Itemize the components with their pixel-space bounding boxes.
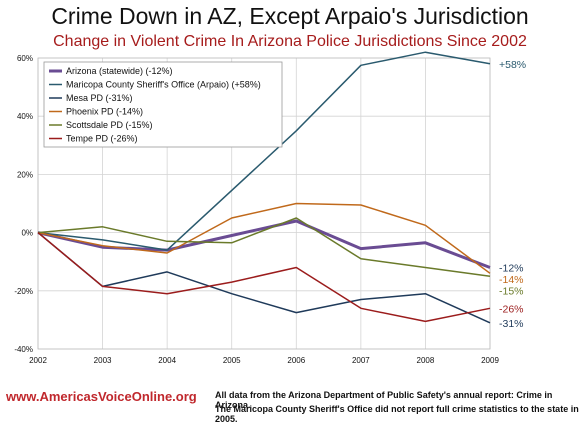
- x-tick-label: 2003: [94, 356, 112, 365]
- series-line-5: [37, 232, 491, 323]
- series-line-3: [37, 202, 491, 274]
- source-note-line-1: All data from the Arizona Department of …: [215, 390, 553, 410]
- legend-box: [43, 61, 283, 148]
- legend-entry-0: Arizona (statewide) (-12%): [66, 66, 173, 76]
- x-tick-label: 2004: [158, 356, 176, 365]
- end-labels: +58% -12%-14%-15% -26% -31%: [499, 59, 526, 330]
- end-label: -12%: [499, 263, 524, 275]
- y-tick-label: -20%: [14, 287, 33, 296]
- x-tick-label: 2007: [352, 356, 370, 365]
- x-tick-label: 2008: [417, 356, 435, 365]
- end-label: -14%: [499, 274, 524, 286]
- chart-subtitle: Change in Violent Crime In Arizona Polic…: [53, 33, 527, 50]
- series-line-2: [37, 232, 491, 324]
- end-label: -31%: [499, 318, 524, 330]
- series-line-0: [37, 219, 491, 269]
- legend-entry-4: Scottsdale PD (-15%): [66, 120, 153, 130]
- y-tick-label: -40%: [14, 345, 33, 354]
- series-lines: [37, 51, 491, 324]
- y-tick-label: 0%: [21, 229, 33, 238]
- legend-entry-3: Phoenix PD (-14%): [66, 107, 143, 117]
- legend-entry-1: Maricopa County Sheriff's Office (Arpaio…: [66, 80, 261, 90]
- y-tick-label: 40%: [17, 112, 33, 121]
- series-line-4: [37, 217, 491, 278]
- legend-entry-2: Mesa PD (-31%): [66, 93, 133, 103]
- end-label: -26%: [499, 303, 524, 315]
- x-tick-label: 2009: [481, 356, 499, 365]
- line-chart: -40% -20% 0% 20% 40% 60% 2002 2003 2004 2005 2006 2…: [14, 51, 526, 365]
- source-note-line-2: The Maricopa County Sheriff's Office did…: [215, 404, 579, 424]
- end-label: +58%: [499, 59, 526, 71]
- axes: -40% -20% 0% 20% 40% 60% 2002 2003 2004 2005 2006 2…: [14, 54, 499, 365]
- source-url-link[interactable]: www.AmericasVoiceOnline.org: [6, 389, 197, 404]
- end-label: -15%: [499, 286, 524, 298]
- y-tick-label: 60%: [17, 54, 33, 63]
- y-tick-label: 20%: [17, 170, 33, 179]
- series-line-1: [37, 51, 491, 251]
- chart-title: Crime Down in AZ, Except Arpaio's Jurisd…: [51, 3, 529, 29]
- x-tick-label: 2005: [223, 356, 241, 365]
- x-tick-label: 2002: [29, 356, 47, 365]
- legend-entry-5: Tempe PD (-26%): [66, 134, 138, 144]
- x-tick-label: 2006: [287, 356, 305, 365]
- plot-frame: [37, 57, 491, 350]
- legend: Arizona (statewide) (-12%) Maricopa Count…: [43, 61, 283, 148]
